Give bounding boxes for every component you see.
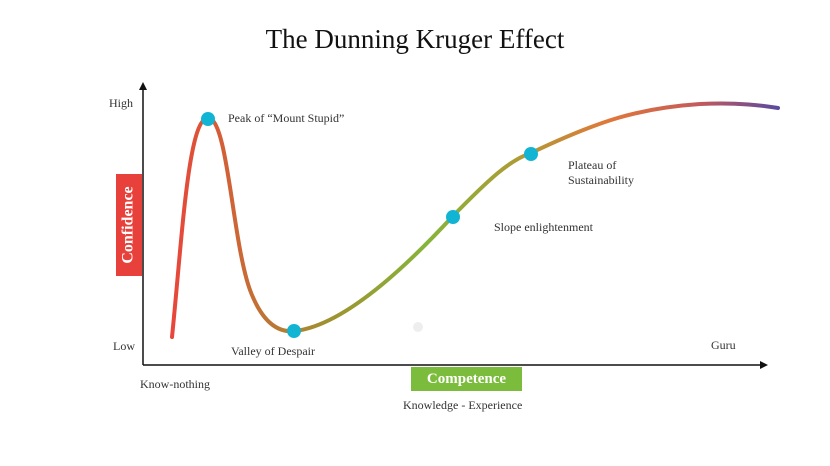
competence-label-box: Competence <box>411 367 522 391</box>
diagram-title: The Dunning Kruger Effect <box>265 24 565 54</box>
confidence-label: Confidence <box>120 186 138 264</box>
faint-dot <box>413 322 423 332</box>
confidence-curve <box>170 101 780 339</box>
plateau-marker <box>524 147 538 161</box>
confidence-label-box: Confidence <box>116 174 142 276</box>
slope-label: Slope enlightenment <box>494 220 593 234</box>
x-caption: Knowledge - Experience <box>403 398 523 412</box>
valley-marker <box>287 324 301 338</box>
peak-label: Peak of “Mount Stupid” <box>228 111 345 125</box>
peak-marker <box>201 112 215 126</box>
x-end-label: Guru <box>711 338 736 352</box>
plateau-label-line2: Sustainability <box>568 173 634 187</box>
y-low-label: Low <box>113 339 135 353</box>
x-start-label: Know-nothing <box>140 377 210 391</box>
y-high-label: High <box>109 96 133 110</box>
valley-label: Valley of Despair <box>231 344 315 358</box>
slope-marker <box>446 210 460 224</box>
plateau-label-line1: Plateau of <box>568 158 617 172</box>
